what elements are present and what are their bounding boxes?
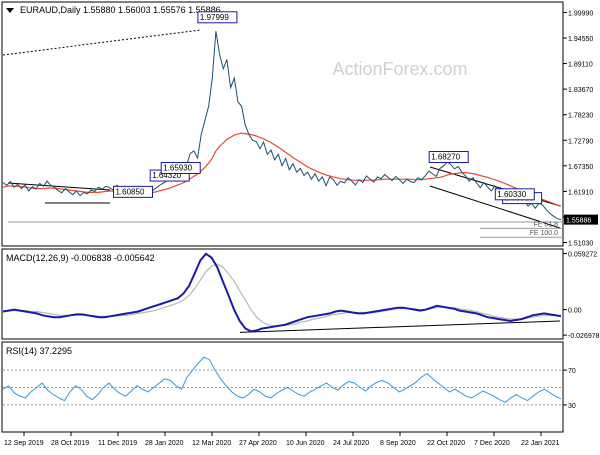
- macd-signal-line: [3, 263, 561, 327]
- x-axis-label: 7 Dec 2020: [474, 440, 510, 447]
- x-axis-label: 12 Sep 2019: [4, 440, 44, 447]
- price-annotation-label: 1.68270: [431, 152, 460, 161]
- macd-trendline: [239, 320, 561, 333]
- price-annotation-box: [112, 185, 153, 198]
- watermark: ActionForex.com: [332, 59, 467, 79]
- macd-line: [2, 252, 562, 333]
- price-axis-label: 1.83670: [568, 87, 593, 94]
- macd-axis-label: 0.059272: [568, 252, 597, 259]
- price-panel-frame: [1, 1, 564, 247]
- x-axis-label: 22 Oct 2020: [427, 440, 465, 447]
- price-axis-label: 1.51030: [568, 241, 593, 248]
- axes-layer: 1.99990 1.94550 1.89110 1.83670 1.78230 1.727…: [4, 10, 600, 447]
- macd-panel-title: MACD(12,26,9) -0.006838 -0.005642: [6, 253, 155, 263]
- price-annotation-label: 1.60850: [115, 187, 144, 196]
- price-annotation-box: [494, 188, 535, 201]
- rsi-axis-label: 30: [568, 403, 576, 410]
- moving-average-line: [2, 132, 562, 207]
- rsi-panel-frame: [1, 341, 564, 433]
- channel-lower-line: [429, 185, 561, 229]
- price-axis-label: 1.67350: [568, 164, 593, 171]
- price-panel-title: EURAUD,Daily 1.55880 1.56003 1.55576 1.5…: [20, 5, 221, 15]
- rsi-layer: [2, 356, 562, 406]
- price-axis-label: 1.94550: [568, 36, 593, 43]
- price-annotation-box: [160, 161, 201, 174]
- price-layer: FE 61.8FE 100.01.643201.595201.608501.65…: [2, 11, 563, 238]
- x-axis-label: 28 Jan 2020: [145, 440, 184, 447]
- x-axis-label: 12 Mar 2020: [192, 440, 231, 447]
- x-axis-label: 22 Jan 2021: [521, 440, 560, 447]
- price-axis-label: 1.78230: [568, 113, 593, 120]
- x-axis-label: 24 Jul 2020: [333, 440, 369, 447]
- trendline-upper-left: [7, 182, 111, 191]
- price-annotation-label: 1.64320: [152, 171, 181, 180]
- price-annotation-label: 1.65930: [163, 163, 192, 172]
- price-annotation-box: [428, 150, 469, 163]
- rsi-line: [2, 356, 562, 403]
- current-price-label: 1.55886: [566, 218, 591, 225]
- macd-axis-label: -0.026978: [568, 333, 600, 340]
- macd-panel-frame: [1, 248, 564, 340]
- dotted-trendline: [2, 29, 201, 56]
- price-annotation-box: [197, 11, 238, 24]
- x-axis-label: 11 Dec 2019: [98, 440, 137, 447]
- x-axis-label: 27 Apr 2020: [239, 440, 277, 447]
- macd-layer: [2, 252, 562, 333]
- collapse-arrow-icon[interactable]: [6, 8, 14, 13]
- current-price-marker: [564, 214, 598, 225]
- price-annotation-label: 1.97999: [200, 13, 229, 22]
- x-axis-label: 10 Jun 2020: [286, 440, 325, 447]
- macd-axis-label: 0.00: [568, 308, 582, 315]
- rsi-panel-title: RSI(14) 37.2295: [6, 346, 72, 356]
- price-axis-label: 1.72790: [568, 138, 593, 145]
- price-axis-label: 1.99990: [568, 10, 593, 17]
- rsi-axis-label: 70: [568, 368, 576, 375]
- price-axis-label: 1.89110: [568, 62, 593, 69]
- price-axis-label: 1.61910: [568, 189, 593, 196]
- price-annotation-label: 1.60330: [497, 190, 526, 199]
- price-line: [2, 31, 562, 221]
- x-axis-label: 8 Sep 2020: [380, 440, 416, 447]
- fe-level-label: FE 100.0: [530, 230, 559, 237]
- fe-level-label: FE 61.8: [533, 221, 558, 228]
- x-axis-label: 28 Oct 2019: [51, 440, 89, 447]
